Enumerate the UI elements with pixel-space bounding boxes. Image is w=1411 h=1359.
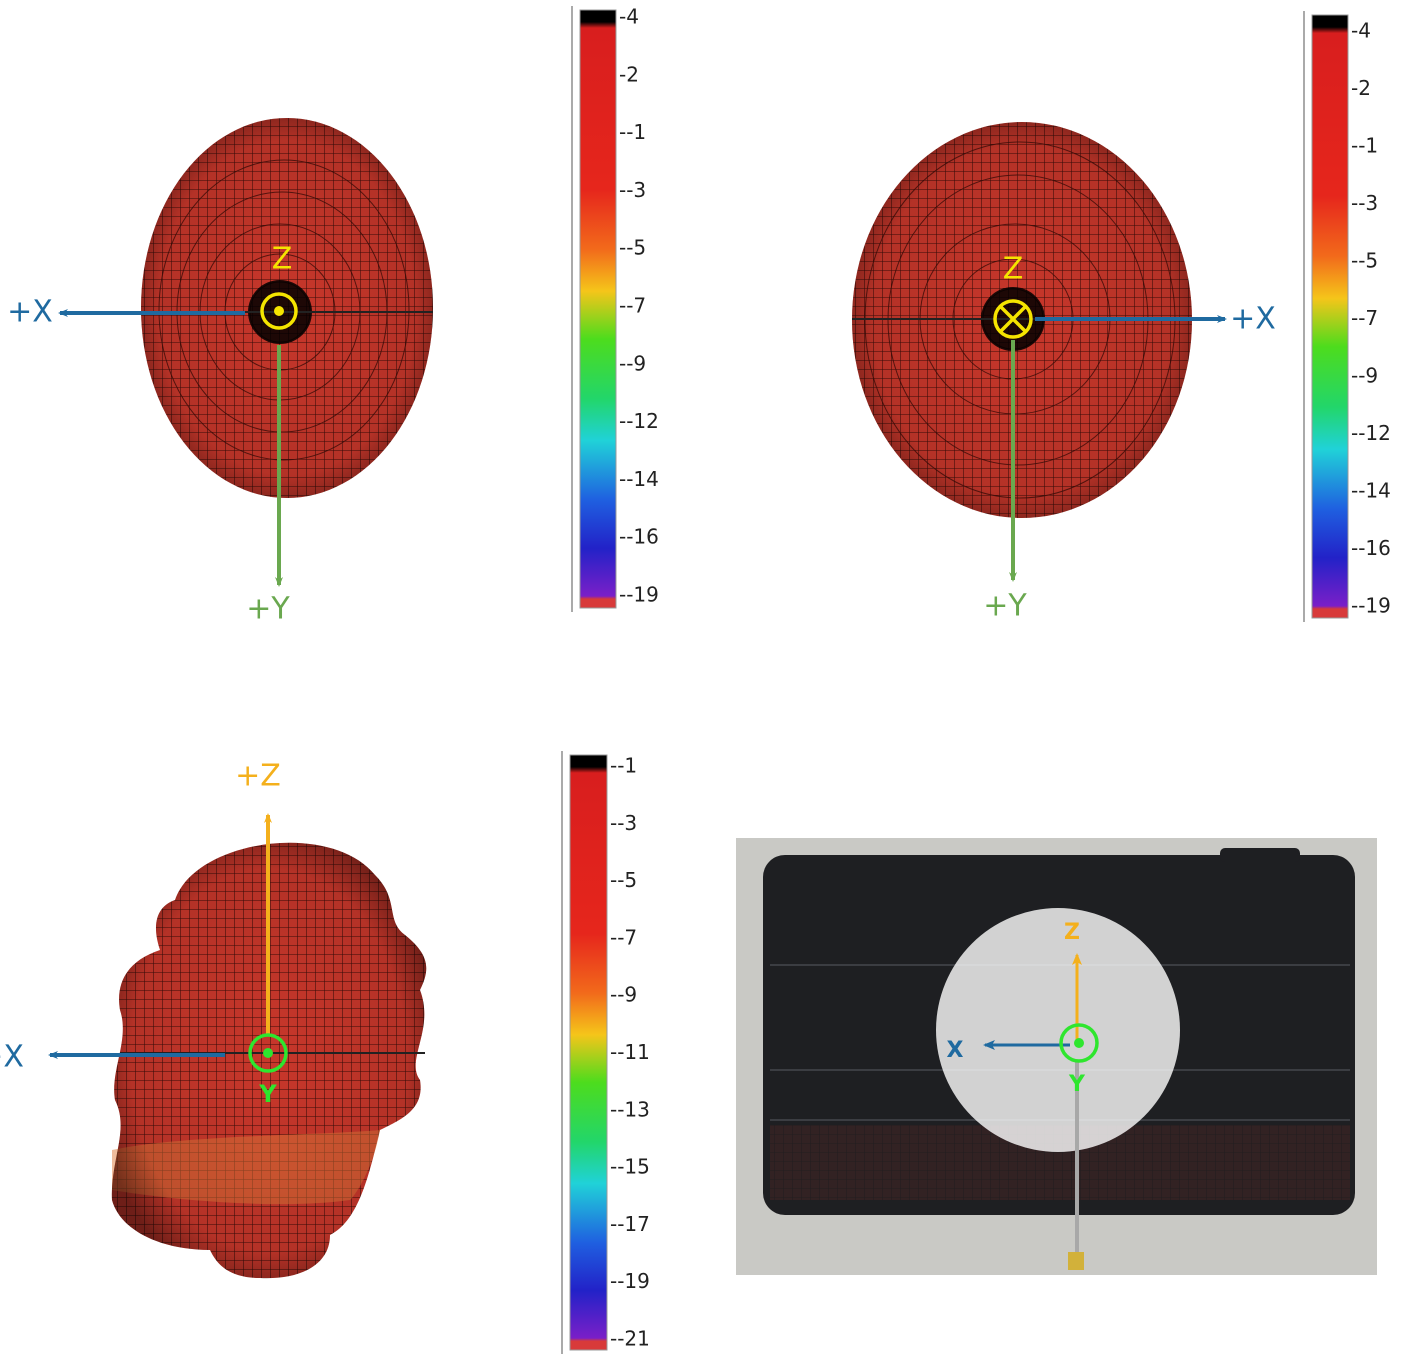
colorbar-tick-label: -4 <box>619 5 639 29</box>
axis-label: Y <box>1068 1072 1086 1097</box>
colorbar-tick-label: --5 <box>1351 249 1378 273</box>
colorbar-tick-label: --1 <box>610 754 637 778</box>
colorbar-tick-label: --3 <box>619 178 646 202</box>
colorbar-tick-label: -2 <box>619 62 639 86</box>
colorbar-tick-label: --15 <box>610 1155 650 1179</box>
colorbar-tick-label: --3 <box>610 811 637 835</box>
colorbar-tick-label: --12 <box>619 409 659 433</box>
colorbar-tick-label: --1 <box>1351 134 1378 158</box>
pattern-top: +X +Y Z <box>7 118 433 627</box>
axis-label: +X <box>1230 302 1276 337</box>
colorbar-gradient <box>1311 14 1349 619</box>
colorbar-tick-label: --11 <box>610 1040 650 1064</box>
colorbar-tick-label: --16 <box>1351 536 1391 560</box>
pattern-bottom: +X +Y Z <box>852 122 1276 624</box>
colorbar-tick-label: -4 <box>1351 19 1371 43</box>
colorbar-tick-label: --19 <box>610 1269 650 1293</box>
colorbar-tick-label: -2 <box>1351 76 1371 100</box>
colorbar-tick-label: --9 <box>619 351 646 375</box>
colorbar-tick-label: --14 <box>619 467 659 491</box>
colorbar-tick-label: --7 <box>1351 306 1378 330</box>
colorbar-tick-label: --9 <box>610 983 637 1007</box>
axis-label: Y <box>258 1080 277 1108</box>
device-photo: X Y Z <box>736 838 1377 1275</box>
colorbar: -4 -2 --1 --3 --5 --7 --9 --12 --14 --16 --19 <box>571 5 659 612</box>
axis-label: X <box>947 1038 964 1063</box>
colorbar-gradient <box>579 9 617 609</box>
pattern-side: +X Y +Z <box>0 759 427 1279</box>
colorbar: -4 -2 --1 --3 --5 --7 --9 --12 --14 --16 --19 <box>1303 11 1391 622</box>
axis-label: Z <box>272 242 293 277</box>
colorbar-tick-label: --13 <box>610 1097 650 1121</box>
colorbar-tick-label: --7 <box>619 294 646 318</box>
axis-label: Z <box>1064 920 1080 945</box>
colorbar-tick-label: --5 <box>610 868 637 892</box>
colorbar: --1 --3 --5 --7 --9 --11 --13 --15 --17 --19 --21 <box>561 751 650 1354</box>
colorbar-tick-label: --19 <box>619 583 659 607</box>
axis-label: +X <box>0 1040 24 1075</box>
axis-label: +Y <box>983 589 1027 624</box>
colorbar-tick-label: --7 <box>610 925 637 949</box>
axis-label: Z <box>1003 252 1024 287</box>
colorbar-tick-label: --21 <box>610 1327 650 1351</box>
colorbar-tick-label: --1 <box>619 120 646 144</box>
colorbar-tick-label: --9 <box>1351 364 1378 388</box>
colorbars: -4-2--1--3--5--7--9--12--14--16--19-4-2-… <box>561 5 1391 1354</box>
colorbar-tick-label: --12 <box>1351 421 1391 445</box>
colorbar-gradient <box>569 754 608 1351</box>
colorbar-tick-label: --14 <box>1351 479 1391 503</box>
colorbar-tick-label: --16 <box>619 525 659 549</box>
axis-label: +X <box>7 295 53 330</box>
colorbar-tick-label: --5 <box>619 236 646 260</box>
axis-label: +Y <box>246 592 290 627</box>
axis-label: +Z <box>235 759 281 794</box>
colorbar-tick-label: --19 <box>1351 594 1391 618</box>
colorbar-tick-label: --3 <box>1351 191 1378 215</box>
colorbar-tick-label: --17 <box>610 1212 650 1236</box>
